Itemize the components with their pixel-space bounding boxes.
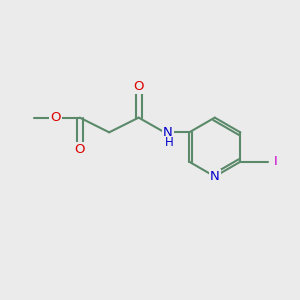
Text: N: N bbox=[163, 126, 173, 139]
Text: I: I bbox=[273, 155, 277, 168]
Text: O: O bbox=[50, 111, 61, 124]
Text: H: H bbox=[165, 136, 174, 149]
Text: N: N bbox=[210, 170, 220, 183]
Text: O: O bbox=[74, 142, 85, 156]
Text: O: O bbox=[134, 80, 144, 93]
